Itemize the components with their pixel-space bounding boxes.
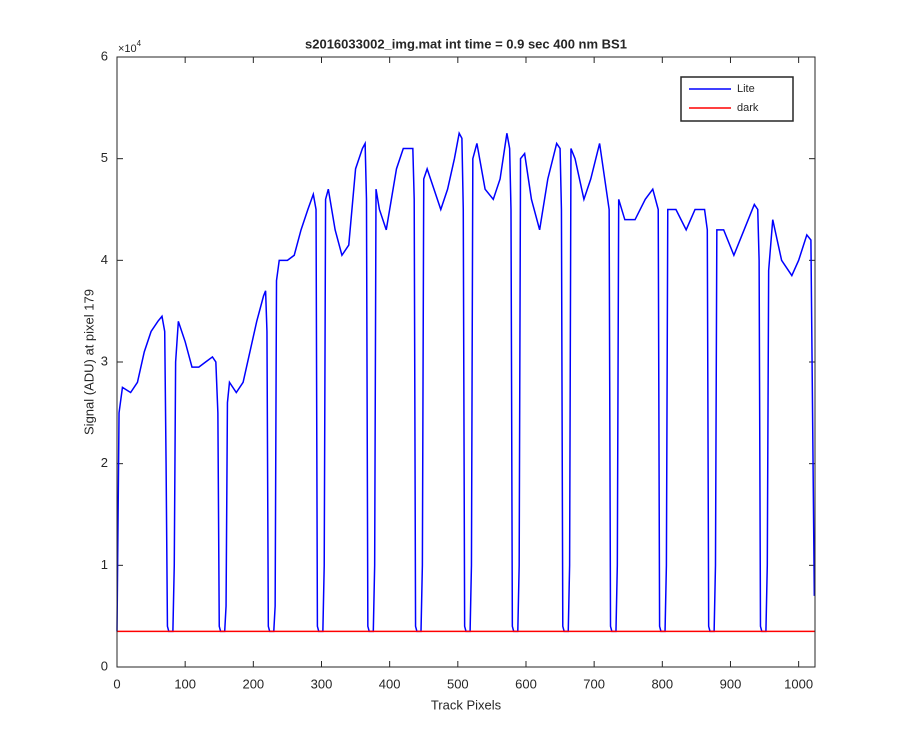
legend: Lite dark (680, 76, 794, 122)
x-tick-label: 200 (242, 676, 264, 691)
y-tick-label: 0 (101, 658, 108, 673)
x-tick-label: 700 (583, 676, 605, 691)
x-axis-label: Track Pixels (431, 697, 502, 712)
y-multiplier-power: 4 (137, 39, 142, 48)
x-tick-label: 400 (379, 676, 401, 691)
y-multiplier: ×104 (118, 39, 142, 55)
y-tick-label: 2 (101, 455, 108, 470)
y-tick-label: 6 (101, 48, 108, 63)
x-tick-label: 800 (651, 676, 673, 691)
x-tick-label: 600 (515, 676, 537, 691)
x-tick-label: 1000 (784, 676, 813, 691)
y-axis-label: Signal (ADU) at pixel 179 (81, 289, 96, 435)
x-tick-label: 0 (113, 676, 120, 691)
chart-title: s2016033002_img.mat int time = 0.9 sec 4… (305, 36, 627, 51)
y-tick-label: 5 (101, 150, 108, 165)
y-multiplier-base: ×10 (118, 43, 137, 55)
y-tick-label: 1 (101, 557, 108, 572)
x-tick-label: 300 (311, 676, 333, 691)
x-tick-label: 500 (447, 676, 469, 691)
y-tick-label: 4 (101, 252, 108, 267)
legend-box (680, 76, 794, 122)
legend-label: Lite (737, 83, 755, 95)
x-tick-label: 900 (720, 676, 742, 691)
y-tick-label: 3 (101, 353, 108, 368)
legend-label: dark (737, 102, 759, 114)
x-tick-label: 100 (174, 676, 196, 691)
plot-frame (116, 56, 816, 668)
series-line (116, 131, 816, 633)
